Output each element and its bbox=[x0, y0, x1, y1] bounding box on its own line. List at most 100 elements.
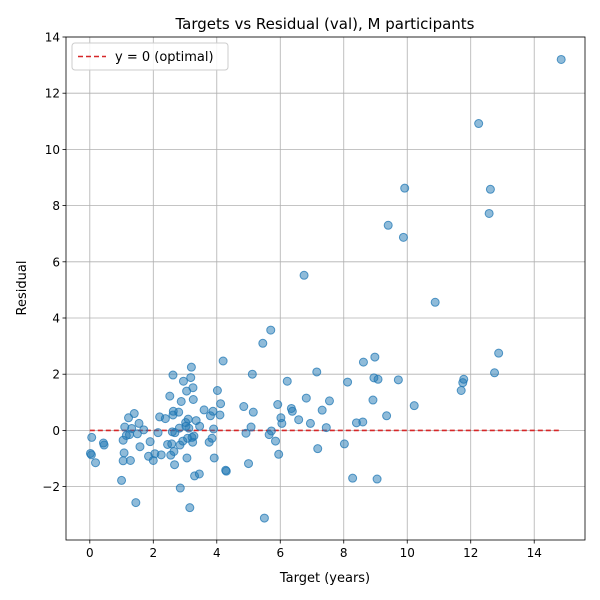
scatter-point bbox=[118, 456, 128, 466]
scatter-point bbox=[156, 450, 166, 460]
scatter-point bbox=[273, 400, 283, 410]
scatter-point bbox=[301, 393, 311, 403]
scatter-point bbox=[370, 352, 380, 362]
scatter-point bbox=[383, 220, 393, 230]
y-tick-label: 14 bbox=[45, 31, 60, 45]
scatter-point bbox=[244, 459, 254, 469]
x-tick-label: 12 bbox=[463, 546, 478, 560]
x-tick-label: 6 bbox=[276, 546, 284, 560]
scatter-point bbox=[474, 119, 484, 129]
scatter-point bbox=[134, 418, 144, 428]
scatter-point bbox=[216, 399, 226, 409]
scatter-point bbox=[339, 439, 349, 449]
scatter-point bbox=[258, 338, 268, 348]
scatter-point bbox=[259, 513, 269, 523]
scatter-point bbox=[188, 394, 198, 404]
scatter-point bbox=[175, 483, 185, 493]
scatter-point bbox=[294, 415, 304, 425]
scatter-point bbox=[176, 396, 186, 406]
scatter-point bbox=[358, 417, 368, 427]
scatter-point bbox=[368, 395, 378, 405]
scatter-point bbox=[183, 414, 193, 424]
x-tick-label: 0 bbox=[86, 546, 94, 560]
y-tick-label: 12 bbox=[45, 87, 60, 101]
ticks: 0 2 4 6 8 10 12 14 −2 0 2 4 6 8 10 12 14 bbox=[42, 31, 542, 561]
scatter-point bbox=[494, 348, 504, 358]
scatter-point bbox=[170, 460, 180, 470]
scatter-point bbox=[274, 449, 284, 459]
scatter-point bbox=[239, 402, 249, 412]
scatter-point bbox=[167, 439, 177, 449]
scatter-point bbox=[373, 374, 383, 384]
scatter-point bbox=[393, 375, 403, 385]
scatter-point bbox=[125, 455, 135, 465]
scatter-point bbox=[186, 362, 196, 372]
scatter-point bbox=[490, 368, 500, 378]
x-tick-label: 8 bbox=[340, 546, 348, 560]
scatter-point bbox=[246, 422, 256, 432]
scatter-point bbox=[266, 325, 276, 335]
scatter-point bbox=[131, 498, 141, 508]
scatter-point bbox=[189, 431, 199, 441]
scatter-point bbox=[343, 377, 353, 387]
scatter-point bbox=[119, 448, 129, 458]
scatter-point bbox=[186, 373, 196, 383]
legend-box bbox=[71, 42, 229, 71]
scatter-point bbox=[86, 450, 96, 460]
scatter-point bbox=[165, 391, 175, 401]
scatter-point bbox=[117, 475, 127, 485]
scatter-point bbox=[169, 446, 179, 456]
scatter-point bbox=[248, 407, 258, 417]
scatter-point bbox=[382, 411, 392, 421]
axes-frame bbox=[65, 36, 586, 541]
scatter-point bbox=[409, 401, 419, 411]
scatter-point bbox=[208, 406, 218, 416]
y-tick-label: −2 bbox=[42, 480, 60, 494]
scatter-point bbox=[91, 458, 101, 468]
scatter-point bbox=[312, 367, 322, 377]
scatter-point bbox=[313, 444, 323, 454]
scatter-point bbox=[348, 473, 358, 483]
scatter-point bbox=[215, 410, 225, 420]
scatter-point bbox=[185, 503, 195, 513]
scatter-point bbox=[212, 386, 222, 396]
y-axis-label: Residual bbox=[15, 261, 30, 316]
legend-label: y = 0 (optimal) bbox=[115, 50, 214, 65]
scatter-point bbox=[317, 405, 327, 415]
scatter-point bbox=[484, 208, 494, 218]
x-tick-label: 10 bbox=[400, 546, 415, 560]
scatter-point bbox=[459, 374, 469, 384]
chart-title: Targets vs Residual (val), M participant… bbox=[174, 15, 474, 33]
y-tick-label: 2 bbox=[52, 368, 60, 382]
scatter-point bbox=[168, 370, 178, 380]
scatter-point bbox=[207, 433, 217, 443]
scatter-point bbox=[372, 474, 382, 484]
scatter-point bbox=[199, 405, 209, 415]
y-tick-label: 0 bbox=[52, 424, 60, 438]
scatter-point bbox=[135, 442, 145, 452]
scatter-point bbox=[485, 184, 495, 194]
scatter-point bbox=[282, 376, 292, 386]
y-tick-label: 10 bbox=[45, 143, 60, 157]
scatter-point bbox=[324, 396, 334, 406]
scatter-point bbox=[556, 54, 566, 64]
x-axis-label: Target (years) bbox=[279, 571, 370, 586]
y-tick-label: 6 bbox=[52, 255, 60, 269]
scatter-point bbox=[209, 453, 219, 463]
scatter-point bbox=[153, 428, 163, 438]
scatter-point bbox=[195, 421, 205, 431]
scatter-point bbox=[266, 426, 276, 436]
scatter-point bbox=[99, 440, 109, 450]
scatter-point bbox=[400, 183, 410, 193]
scatter-point bbox=[271, 436, 281, 446]
scatter-point bbox=[287, 406, 297, 416]
scatter-point bbox=[178, 376, 188, 386]
scatter-point bbox=[305, 418, 315, 428]
scatter-point bbox=[174, 407, 184, 417]
legend: y = 0 (optimal) bbox=[71, 42, 229, 71]
scatter-point bbox=[127, 423, 137, 433]
scatter-point bbox=[299, 270, 309, 280]
scatter-point bbox=[398, 232, 408, 242]
